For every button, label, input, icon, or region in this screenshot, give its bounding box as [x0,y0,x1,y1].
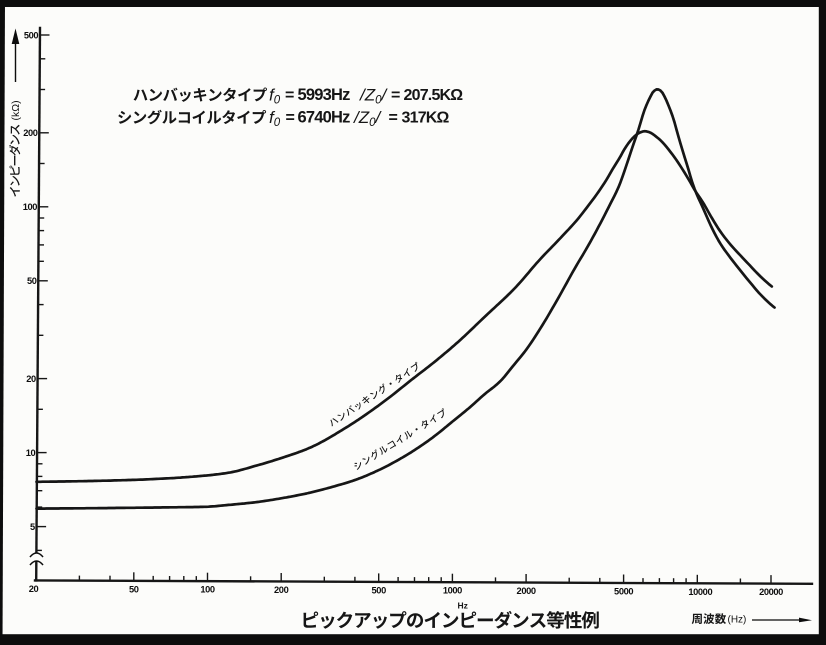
svg-text:=: = [391,87,400,104]
svg-text:=: = [285,87,294,104]
svg-text:1000: 1000 [443,586,462,596]
svg-text:(kΩ): (kΩ) [10,100,22,120]
svg-text:100: 100 [23,202,38,212]
svg-text:500: 500 [24,30,39,40]
svg-text:5993Hz: 5993Hz [298,86,351,104]
svg-text:50: 50 [27,276,37,286]
svg-text:6740Hz: 6740Hz [298,109,351,127]
svg-text:500: 500 [372,585,387,595]
svg-text:f0: f0 [269,86,281,107]
svg-text:5: 5 [30,522,35,532]
svg-text:10: 10 [26,448,36,458]
svg-text:20000: 20000 [759,587,783,597]
svg-text:f0: f0 [269,108,281,129]
svg-text:100: 100 [200,585,215,595]
svg-text:/Z0/: /Z0/ [359,86,389,107]
svg-text:/Z0/: /Z0/ [353,108,383,129]
svg-text:50: 50 [129,584,139,594]
svg-text:200: 200 [23,128,38,138]
svg-text:=: = [286,110,295,127]
svg-text:2000: 2000 [517,586,536,596]
svg-text:200: 200 [274,585,289,595]
svg-text:20: 20 [26,374,36,384]
svg-text:10000: 10000 [688,587,712,597]
svg-text:20: 20 [29,584,39,594]
svg-text:207.5KΩ: 207.5KΩ [404,87,464,104]
svg-text:(Hz): (Hz) [728,615,747,626]
svg-text:317KΩ: 317KΩ [402,110,450,127]
svg-text:5000: 5000 [614,587,633,597]
svg-text:Hz: Hz [458,601,468,611]
svg-text:=: = [389,110,398,127]
